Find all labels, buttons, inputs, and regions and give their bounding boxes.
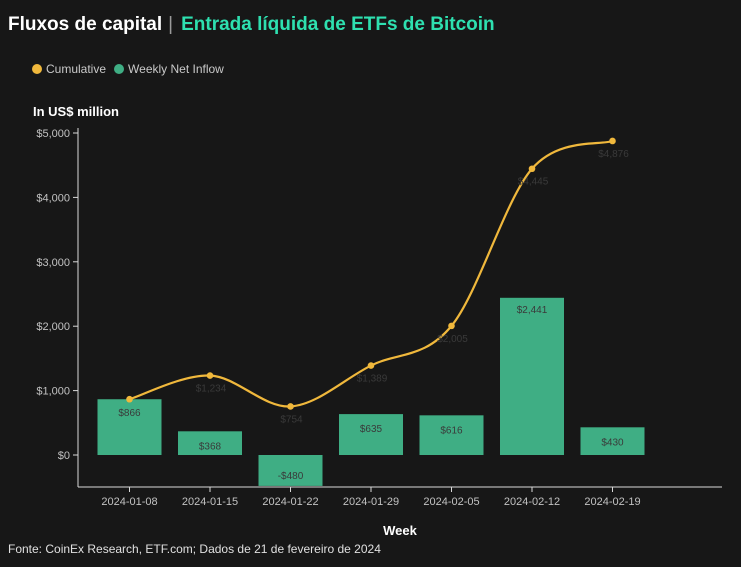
x-tick-label: 2024-01-15 xyxy=(182,496,238,508)
bar-series xyxy=(97,297,645,486)
cumulative-point xyxy=(609,137,616,145)
cumulative-point xyxy=(448,322,455,330)
cumulative-value-label: $4,445 xyxy=(518,177,549,188)
cumulative-value-label: $2,005 xyxy=(437,334,468,345)
legend-item-weekly: Weekly Net Inflow xyxy=(114,62,224,76)
cumulative-point xyxy=(528,165,536,173)
chart-subtitle: Entrada líquida de ETFs de Bitcoin xyxy=(181,14,495,35)
x-axis: 2024-01-08 2024-01-15 2024-01-22 2024-01-29… xyxy=(78,486,722,508)
cumulative-point xyxy=(367,362,375,369)
y-axis: $0 $1,000 $2,000 $3,000 $4,000 $5,000 xyxy=(36,128,79,487)
y-tick-label: $4,000 xyxy=(36,192,70,204)
x-axis-title: Week xyxy=(383,523,417,538)
x-tick-label: 2024-02-12 xyxy=(504,496,560,508)
bar-value-label: $866 xyxy=(118,408,141,419)
cumulative-value-label: $754 xyxy=(280,414,303,425)
y-unit-label: In US$ million xyxy=(33,104,119,119)
cumulative-value-label: $1,389 xyxy=(357,374,388,385)
legend-label-weekly: Weekly Net Inflow xyxy=(128,62,224,76)
cumulative-point xyxy=(287,403,294,410)
y-tick-label: $3,000 xyxy=(36,257,70,269)
cumulative-point xyxy=(126,395,133,403)
bar xyxy=(500,297,564,455)
x-tick-label: 2024-02-19 xyxy=(584,496,640,508)
data-labels: $866 $368 -$480 $635 $616 $2,441 $430 $1,234 $75… xyxy=(118,149,629,482)
bar-value-label: $635 xyxy=(360,424,383,435)
cumulative-value-label: $1,234 xyxy=(196,384,227,395)
x-tick-label: 2024-01-22 xyxy=(262,496,318,508)
y-tick-label: $2,000 xyxy=(36,321,70,333)
y-tick-label: $1,000 xyxy=(36,386,70,398)
bar-value-label: -$480 xyxy=(278,471,304,482)
legend: Cumulative Weekly Net Inflow xyxy=(32,62,232,76)
legend-swatch-cumulative xyxy=(32,64,42,74)
bar-value-label: $430 xyxy=(601,437,624,448)
legend-item-cumulative: Cumulative xyxy=(32,62,106,76)
legend-swatch-weekly xyxy=(114,64,125,74)
x-tick-label: 2024-01-08 xyxy=(101,496,157,508)
bar-value-label: $2,441 xyxy=(517,305,548,316)
bar-value-label: $368 xyxy=(199,441,222,452)
source-note: Fonte: CoinEx Research, ETF.com; Dados d… xyxy=(8,542,381,556)
bar-value-label: $616 xyxy=(440,425,463,436)
bar xyxy=(339,414,403,455)
x-tick-label: 2024-01-29 xyxy=(343,496,399,508)
chart-header: Fluxos de capital | Entrada líquida de ETF… xyxy=(8,14,495,36)
cumulative-value-label: $4,876 xyxy=(598,149,629,160)
bar xyxy=(97,399,162,455)
bar xyxy=(178,431,242,455)
legend-label-cumulative: Cumulative xyxy=(46,62,107,76)
bar xyxy=(580,427,645,455)
y-tick-label: $0 xyxy=(58,450,70,462)
title-separator: | xyxy=(168,14,174,35)
bar xyxy=(419,415,484,455)
y-tick-label: $5,000 xyxy=(36,128,70,140)
bar xyxy=(258,455,323,486)
x-tick-label: 2024-02-05 xyxy=(423,496,479,508)
chart-title: Fluxos de capital xyxy=(8,14,163,35)
cumulative-series xyxy=(126,137,616,410)
cumulative-point xyxy=(206,372,214,379)
